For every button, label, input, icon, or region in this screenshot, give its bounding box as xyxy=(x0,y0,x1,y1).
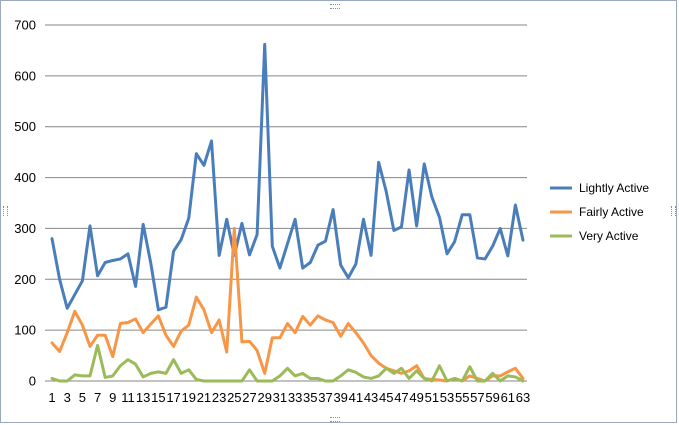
y-tick-label: 600 xyxy=(14,68,36,83)
x-tick-label: 55 xyxy=(455,390,469,405)
resize-handle-right[interactable] xyxy=(671,206,676,216)
legend: Lightly Active Fairly Active Very Active xyxy=(550,181,649,243)
x-tick-label: 35 xyxy=(303,390,317,405)
legend-label: Very Active xyxy=(579,229,639,243)
x-tick-label: 43 xyxy=(364,390,378,405)
y-tick-label: 200 xyxy=(14,272,36,287)
y-tick-label: 100 xyxy=(14,323,36,338)
x-tick-label: 53 xyxy=(440,390,454,405)
x-tick-label: 33 xyxy=(288,390,302,405)
x-tick-label: 5 xyxy=(79,390,86,405)
x-tick-label: 57 xyxy=(470,390,484,405)
x-tick-label: 23 xyxy=(212,390,226,405)
y-tick-label: 500 xyxy=(14,119,36,134)
x-tick-label: 63 xyxy=(516,390,530,405)
x-tick-label: 17 xyxy=(166,390,180,405)
y-axis-tick-labels: 0 100 200 300 400 500 600 700 xyxy=(14,18,36,389)
legend-label: Fairly Active xyxy=(579,205,644,219)
x-tick-label: 19 xyxy=(182,390,196,405)
resize-handle-top[interactable] xyxy=(330,4,340,9)
x-tick-label: 49 xyxy=(409,390,423,405)
x-tick-label: 61 xyxy=(501,390,515,405)
x-tick-label: 59 xyxy=(485,390,499,405)
x-axis-tick-labels: 1 3 5 7 9 11 13 15 17 19 21 23 25 27 29 31 33 35 37 39 41 43 4… xyxy=(48,390,530,405)
x-tick-label: 15 xyxy=(151,390,165,405)
x-tick-label: 1 xyxy=(48,390,55,405)
x-tick-label: 3 xyxy=(64,390,71,405)
series-line-fairly-active xyxy=(50,226,525,383)
series-line-lightly-active xyxy=(50,42,525,312)
resize-handle-left[interactable] xyxy=(3,206,8,216)
x-tick-label: 21 xyxy=(197,390,211,405)
x-tick-label: 37 xyxy=(318,390,332,405)
x-tick-label: 11 xyxy=(121,390,135,405)
x-tick-label: 31 xyxy=(273,390,287,405)
x-tick-label: 27 xyxy=(242,390,256,405)
y-tick-label: 700 xyxy=(14,18,36,33)
y-tick-label: 300 xyxy=(14,221,36,236)
x-tick-label: 41 xyxy=(349,390,363,405)
x-tick-label: 47 xyxy=(394,390,408,405)
x-tick-label: 29 xyxy=(257,390,271,405)
x-tick-label: 7 xyxy=(94,390,101,405)
legend-label: Lightly Active xyxy=(579,181,649,195)
y-tick-label: 400 xyxy=(14,170,36,185)
x-tick-label: 45 xyxy=(379,390,393,405)
x-tick-label: 25 xyxy=(227,390,241,405)
series-line-very-active xyxy=(50,343,525,383)
x-tick-label: 13 xyxy=(136,390,150,405)
series-lines xyxy=(50,42,525,383)
resize-handle-bottom[interactable] xyxy=(330,417,340,422)
x-tick-label: 39 xyxy=(333,390,347,405)
y-tick-label: 0 xyxy=(29,374,36,389)
x-tick-label: 9 xyxy=(109,390,116,405)
gridlines xyxy=(45,24,527,382)
x-tick-label: 51 xyxy=(425,390,439,405)
